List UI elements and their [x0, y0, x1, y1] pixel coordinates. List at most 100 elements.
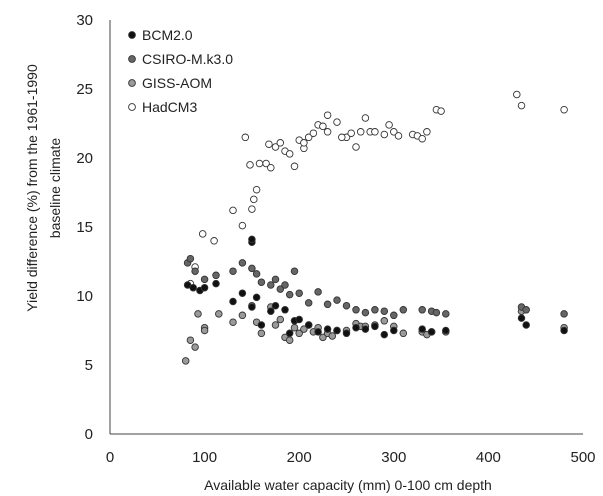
point-csiro-m-k3-0 — [333, 296, 341, 304]
point-hadcm3 — [252, 185, 261, 194]
x-tick-label: 200 — [287, 449, 312, 466]
y-tick-label: 25 — [76, 81, 93, 98]
point-bcm2-0 — [323, 325, 332, 333]
point-csiro-m-k3-0 — [442, 310, 450, 318]
y-tick-label: 30 — [76, 12, 93, 29]
point-hadcm3 — [255, 159, 264, 168]
point-bcm2-0 — [189, 283, 197, 292]
point-bcm2-0 — [361, 325, 370, 333]
x-axis-title: Available water capacity (mm) 0-100 cm d… — [204, 477, 492, 493]
point-hadcm3 — [276, 139, 285, 147]
y-tick-label: 5 — [85, 357, 93, 374]
point-csiro-m-k3-0 — [361, 308, 370, 317]
legend-label-bcm2-0: BCM2.0 — [142, 27, 193, 43]
point-csiro-m-k3-0 — [186, 254, 195, 263]
point-giss-aom — [399, 329, 408, 338]
point-giss-aom — [215, 310, 223, 318]
point-bcm2-0 — [252, 293, 261, 302]
legend-marker-csiro-m-k3-0 — [128, 55, 136, 63]
point-bcm2-0 — [200, 283, 209, 292]
point-csiro-m-k3-0 — [238, 259, 247, 267]
point-giss-aom — [200, 326, 209, 335]
legend-label-giss-aom: GISS-AOM — [142, 75, 212, 91]
point-hadcm3 — [285, 150, 294, 158]
point-hadcm3 — [437, 107, 445, 115]
legend: BCM2.0 CSIRO-M.k3.0 GISS-AOM HadCM3 — [128, 27, 233, 115]
point-csiro-m-k3-0 — [304, 299, 313, 307]
point-csiro-m-k3-0 — [390, 311, 398, 320]
point-bcm2-0 — [380, 330, 389, 339]
point-csiro-m-k3-0 — [285, 290, 294, 299]
point-hadcm3 — [323, 111, 332, 119]
point-csiro-m-k3-0 — [281, 281, 289, 289]
point-giss-aom — [191, 343, 199, 351]
point-csiro-m-k3-0 — [290, 267, 299, 275]
point-hadcm3 — [267, 163, 275, 172]
legend-marker-giss-aom — [128, 79, 136, 87]
point-csiro-m-k3-0 — [295, 289, 303, 297]
legend-marker-bcm2-0 — [128, 31, 136, 39]
y-tick-label: 15 — [76, 219, 93, 236]
point-hadcm3 — [361, 114, 370, 122]
point-hadcm3 — [238, 221, 247, 230]
y-tick-label: 10 — [76, 288, 93, 305]
x-tick-label: 300 — [381, 449, 406, 466]
point-csiro-m-k3-0 — [560, 310, 568, 318]
point-hadcm3 — [265, 140, 273, 148]
point-csiro-m-k3-0 — [257, 278, 266, 286]
y-tick-label: 20 — [76, 150, 93, 167]
point-csiro-m-k3-0 — [522, 306, 530, 314]
point-giss-aom — [186, 336, 195, 344]
point-csiro-m-k3-0 — [380, 307, 389, 315]
point-csiro-m-k3-0 — [399, 306, 408, 314]
point-hadcm3 — [394, 132, 403, 140]
y-axis-title-line-1: Yield difference (%) from the 1961-1990 — [24, 64, 40, 312]
point-hadcm3 — [356, 128, 365, 136]
point-giss-aom — [257, 329, 266, 338]
point-giss-aom — [300, 325, 308, 333]
point-giss-aom — [229, 318, 237, 326]
point-hadcm3 — [319, 122, 327, 131]
point-csiro-m-k3-0 — [276, 285, 285, 293]
point-csiro-m-k3-0 — [252, 270, 261, 278]
point-bcm2-0 — [333, 326, 341, 335]
point-hadcm3 — [347, 129, 355, 137]
point-bcm2-0 — [352, 323, 360, 332]
y-axis-title-line-2: baseline climate — [47, 138, 63, 239]
x-tick-labels: 0 100 200 300 400 500 — [106, 449, 596, 466]
point-hadcm3 — [241, 133, 250, 142]
x-tick-label: 100 — [192, 449, 217, 466]
point-hadcm3 — [380, 130, 389, 139]
point-csiro-m-k3-0 — [191, 267, 199, 275]
point-csiro-m-k3-0 — [212, 271, 220, 280]
point-hadcm3 — [513, 90, 521, 99]
legend-marker-hadcm3 — [128, 103, 136, 111]
point-giss-aom — [181, 357, 190, 365]
point-csiro-m-k3-0 — [200, 275, 209, 284]
point-csiro-m-k3-0 — [248, 264, 256, 273]
point-csiro-m-k3-0 — [418, 306, 426, 314]
point-hadcm3 — [262, 159, 270, 168]
point-bcm2-0 — [418, 325, 426, 333]
point-hadcm3 — [290, 162, 299, 171]
point-hadcm3 — [371, 128, 379, 136]
point-bcm2-0 — [427, 328, 436, 336]
point-hadcm3 — [323, 128, 332, 136]
point-bcm2-0 — [560, 326, 568, 335]
point-csiro-m-k3-0 — [267, 281, 275, 289]
point-csiro-m-k3-0 — [229, 267, 237, 275]
legend-label-csiro-m-k3-0: CSIRO-M.k3.0 — [142, 51, 233, 67]
point-hadcm3 — [246, 161, 254, 169]
point-bcm2-0 — [314, 328, 322, 336]
point-hadcm3 — [333, 118, 341, 126]
point-bcm2-0 — [248, 303, 256, 311]
point-csiro-m-k3-0 — [432, 308, 441, 317]
point-giss-aom — [328, 332, 337, 340]
point-hadcm3 — [560, 105, 568, 114]
point-hadcm3 — [229, 206, 237, 215]
point-hadcm3 — [385, 121, 393, 129]
point-hadcm3 — [418, 134, 426, 143]
point-csiro-m-k3-0 — [271, 275, 280, 284]
point-hadcm3 — [248, 205, 256, 213]
